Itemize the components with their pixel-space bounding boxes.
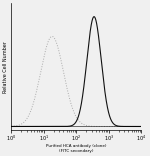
- X-axis label: Purified HCA antibody (clone)
(FITC secondary): Purified HCA antibody (clone) (FITC seco…: [46, 144, 107, 153]
- Y-axis label: Relative Cell Number: Relative Cell Number: [3, 41, 8, 93]
